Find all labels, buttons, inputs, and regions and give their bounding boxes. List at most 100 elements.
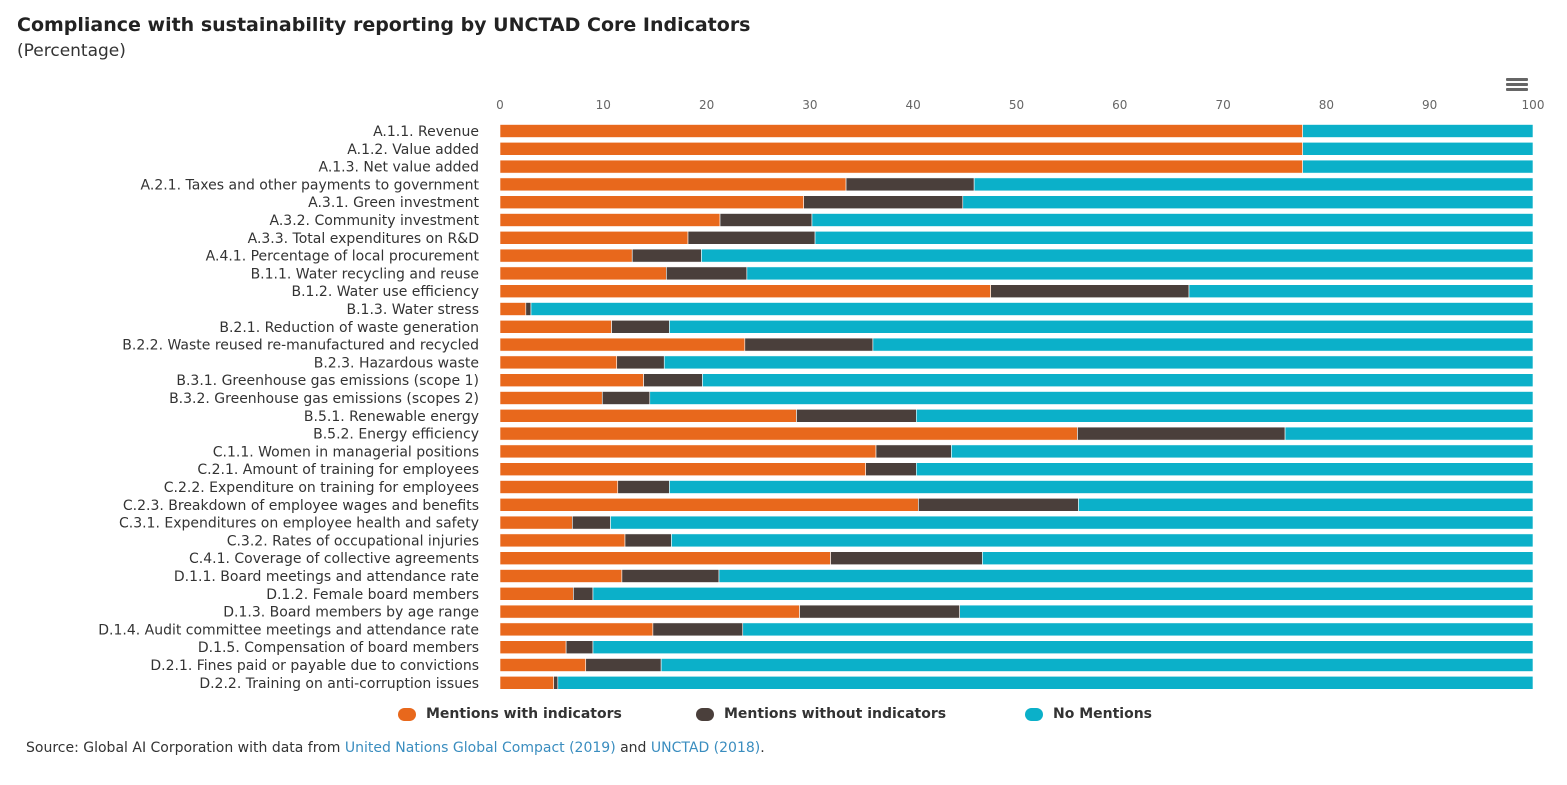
bar-segment-mentions-with-indicators[interactable] bbox=[499, 142, 1303, 156]
source-link-ungc[interactable]: United Nations Global Compact (2019) bbox=[344, 740, 616, 756]
bar-segment-mentions-with-indicators[interactable] bbox=[499, 640, 567, 655]
bar-segment-no-mentions[interactable] bbox=[1078, 497, 1534, 512]
bar-segment-mentions-without-indicators[interactable] bbox=[666, 266, 748, 281]
bar-segment-mentions-without-indicators[interactable] bbox=[830, 551, 983, 566]
bar-segment-no-mentions[interactable] bbox=[592, 586, 1534, 601]
bar-segment-mentions-without-indicators[interactable] bbox=[652, 622, 744, 637]
bar-segment-mentions-with-indicators[interactable] bbox=[499, 444, 877, 459]
bar-segment-no-mentions[interactable] bbox=[1302, 142, 1534, 156]
bar-segment-mentions-with-indicators[interactable] bbox=[499, 124, 1303, 138]
bar-segment-mentions-with-indicators[interactable] bbox=[499, 480, 619, 494]
bar-segment-no-mentions[interactable] bbox=[742, 622, 1534, 637]
bar-segment-mentions-without-indicators[interactable] bbox=[585, 658, 662, 672]
bar-segment-no-mentions[interactable] bbox=[557, 675, 1534, 690]
hamburger-menu-icon[interactable] bbox=[1504, 76, 1530, 92]
bar-segment-mentions-without-indicators[interactable] bbox=[643, 373, 703, 388]
legend-item-no-mentions[interactable]: No Mentions bbox=[1025, 706, 1152, 722]
bar-segment-mentions-with-indicators[interactable] bbox=[499, 266, 667, 281]
bar-segment-mentions-without-indicators[interactable] bbox=[1077, 426, 1286, 441]
bar-segment-no-mentions[interactable] bbox=[915, 462, 1534, 477]
bar-segment-mentions-without-indicators[interactable] bbox=[525, 302, 532, 316]
bar-segment-mentions-without-indicators[interactable] bbox=[611, 319, 670, 334]
bar-segment-no-mentions[interactable] bbox=[669, 480, 1534, 494]
bar-segment-mentions-with-indicators[interactable] bbox=[499, 462, 866, 477]
bar-segment-mentions-without-indicators[interactable] bbox=[796, 408, 917, 423]
bar-segment-mentions-with-indicators[interactable] bbox=[499, 337, 746, 352]
bar-segment-mentions-without-indicators[interactable] bbox=[799, 604, 960, 619]
bar-segment-mentions-without-indicators[interactable] bbox=[865, 462, 917, 477]
bar-segment-no-mentions[interactable] bbox=[973, 177, 1534, 192]
bar-segment-mentions-without-indicators[interactable] bbox=[572, 515, 611, 530]
bar-segment-mentions-without-indicators[interactable] bbox=[617, 480, 670, 494]
bar-segment-no-mentions[interactable] bbox=[718, 569, 1534, 583]
bar-segment-no-mentions[interactable] bbox=[982, 551, 1534, 566]
bar-segment-no-mentions[interactable] bbox=[663, 355, 1534, 370]
bar-segment-mentions-without-indicators[interactable] bbox=[803, 195, 964, 209]
bar-segment-mentions-with-indicators[interactable] bbox=[499, 675, 555, 690]
bar-segment-mentions-without-indicators[interactable] bbox=[918, 497, 1079, 512]
legend-item-with-indicators[interactable]: Mentions with indicators bbox=[398, 706, 622, 722]
bar-segment-no-mentions[interactable] bbox=[746, 266, 1534, 281]
bar-segment-no-mentions[interactable] bbox=[702, 373, 1534, 388]
bar-segment-no-mentions[interactable] bbox=[1302, 159, 1534, 174]
bar-segment-mentions-with-indicators[interactable] bbox=[499, 533, 626, 548]
bar-segment-mentions-with-indicators[interactable] bbox=[499, 195, 805, 209]
bar-segment-mentions-without-indicators[interactable] bbox=[845, 177, 975, 192]
bar-segment-mentions-with-indicators[interactable] bbox=[499, 551, 831, 566]
bar-segment-mentions-with-indicators[interactable] bbox=[499, 231, 689, 245]
bar-segment-mentions-with-indicators[interactable] bbox=[499, 284, 991, 299]
bar-segment-no-mentions[interactable] bbox=[660, 658, 1534, 672]
bar-segment-mentions-with-indicators[interactable] bbox=[499, 319, 612, 334]
bar-segment-mentions-without-indicators[interactable] bbox=[624, 533, 672, 548]
bar-segment-no-mentions[interactable] bbox=[1188, 284, 1534, 299]
source-link-unctad[interactable]: UNCTAD (2018) bbox=[650, 740, 761, 756]
bar-segment-mentions-without-indicators[interactable] bbox=[553, 675, 559, 690]
bar-segment-mentions-with-indicators[interactable] bbox=[499, 426, 1078, 441]
bar-segment-mentions-with-indicators[interactable] bbox=[499, 177, 847, 192]
bar-segment-no-mentions[interactable] bbox=[1284, 426, 1534, 441]
category-label: D.1.3. Board members by age range bbox=[223, 605, 479, 621]
bar-segment-no-mentions[interactable] bbox=[962, 195, 1534, 209]
bar-segment-mentions-without-indicators[interactable] bbox=[601, 391, 651, 405]
bar-segment-no-mentions[interactable] bbox=[592, 640, 1534, 655]
bar-segment-no-mentions[interactable] bbox=[915, 408, 1534, 423]
bar-segment-mentions-without-indicators[interactable] bbox=[990, 284, 1190, 299]
bar-segment-no-mentions[interactable] bbox=[530, 302, 1534, 316]
bar-segment-no-mentions[interactable] bbox=[814, 231, 1534, 245]
legend-item-without-indicators[interactable]: Mentions without indicators bbox=[696, 706, 946, 722]
bar-segment-mentions-with-indicators[interactable] bbox=[499, 159, 1303, 174]
bar-segment-mentions-without-indicators[interactable] bbox=[744, 337, 874, 352]
bar-segment-mentions-with-indicators[interactable] bbox=[499, 515, 573, 530]
bar-segment-mentions-without-indicators[interactable] bbox=[616, 355, 665, 370]
bar-segment-mentions-with-indicators[interactable] bbox=[499, 497, 919, 512]
bar-segment-no-mentions[interactable] bbox=[669, 319, 1534, 334]
bar-segment-mentions-without-indicators[interactable] bbox=[687, 231, 816, 245]
bar-segment-no-mentions[interactable] bbox=[811, 213, 1534, 227]
bar-segment-mentions-without-indicators[interactable] bbox=[573, 586, 594, 601]
bar-segment-mentions-with-indicators[interactable] bbox=[499, 658, 587, 672]
bar-segment-no-mentions[interactable] bbox=[951, 444, 1534, 459]
bar-segment-mentions-with-indicators[interactable] bbox=[499, 391, 603, 405]
bar-segment-no-mentions[interactable] bbox=[610, 515, 1534, 530]
bar-segment-mentions-with-indicators[interactable] bbox=[499, 213, 721, 227]
bar-segment-no-mentions[interactable] bbox=[671, 533, 1534, 548]
bar-segment-no-mentions[interactable] bbox=[959, 604, 1534, 619]
bar-segment-mentions-with-indicators[interactable] bbox=[499, 373, 644, 388]
bar-segment-mentions-without-indicators[interactable] bbox=[621, 569, 720, 583]
bar-segment-mentions-without-indicators[interactable] bbox=[631, 248, 702, 263]
bar-segment-no-mentions[interactable] bbox=[649, 391, 1534, 405]
bar-segment-no-mentions[interactable] bbox=[872, 337, 1534, 352]
bar-segment-mentions-with-indicators[interactable] bbox=[499, 622, 654, 637]
bar-segment-mentions-with-indicators[interactable] bbox=[499, 248, 633, 263]
bar-segment-mentions-with-indicators[interactable] bbox=[499, 302, 527, 316]
bar-segment-mentions-with-indicators[interactable] bbox=[499, 408, 797, 423]
bar-segment-mentions-with-indicators[interactable] bbox=[499, 569, 623, 583]
bar-segment-no-mentions[interactable] bbox=[1302, 124, 1534, 138]
bar-segment-mentions-without-indicators[interactable] bbox=[719, 213, 813, 227]
bar-segment-mentions-without-indicators[interactable] bbox=[875, 444, 952, 459]
bar-segment-mentions-with-indicators[interactable] bbox=[499, 604, 800, 619]
bar-segment-mentions-without-indicators[interactable] bbox=[565, 640, 594, 655]
bar-segment-mentions-with-indicators[interactable] bbox=[499, 355, 618, 370]
bar-segment-no-mentions[interactable] bbox=[701, 248, 1534, 263]
bar-segment-mentions-with-indicators[interactable] bbox=[499, 586, 574, 601]
